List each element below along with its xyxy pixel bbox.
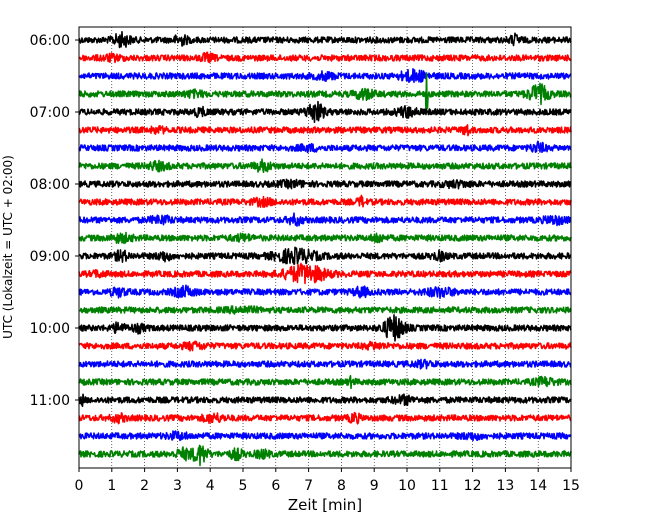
x-tick-label: 10 — [398, 478, 416, 494]
trace-0930 — [78, 284, 572, 300]
y-tick-label: 08:00 — [30, 177, 70, 193]
x-tick-label: 9 — [370, 478, 379, 494]
trace-0845 — [78, 231, 572, 245]
x-axis-ticks: 0 1 2 3 4 5 6 7 8 9 10 11 12 13 14 15 — [75, 468, 580, 494]
trace-0830 — [78, 212, 572, 227]
trace-1000 — [78, 314, 572, 342]
trace-0945 — [78, 305, 572, 315]
y-axis-label: UTC (Lokalzeit = UTC + 02:00) — [1, 155, 15, 339]
x-tick-label: 8 — [337, 478, 346, 494]
x-tick-label: 0 — [75, 478, 84, 494]
y-axis-ticks: 06:00 07:00 08:00 09:00 10:00 11:00 — [30, 33, 79, 409]
y-tick-label: 11:00 — [30, 393, 70, 409]
trace-0615 — [78, 51, 572, 64]
x-tick-label: 12 — [464, 478, 482, 494]
y-tick-label: 07:00 — [30, 105, 70, 121]
trace-0600 — [78, 30, 572, 49]
trace-0745 — [78, 158, 572, 173]
trace-1030 — [78, 358, 572, 370]
x-tick-label: 11 — [431, 478, 449, 494]
trace-0915 — [78, 262, 572, 285]
seismic-traces — [78, 30, 572, 467]
trace-0900 — [78, 246, 572, 266]
trace-1145 — [78, 444, 572, 467]
y-tick-label: 09:00 — [30, 249, 70, 265]
trace-0700 — [78, 100, 572, 123]
trace-0645 — [78, 72, 572, 113]
plot-frame — [78, 26, 572, 469]
trace-0715 — [78, 124, 572, 137]
trace-1100 — [78, 393, 572, 408]
trace-0800 — [78, 178, 572, 190]
x-tick-label: 2 — [140, 478, 149, 494]
y-tick-label: 06:00 — [30, 33, 70, 49]
x-tick-label: 5 — [239, 478, 248, 494]
x-tick-label: 1 — [107, 478, 116, 494]
x-axis-label: Zeit [min] — [288, 496, 362, 514]
x-tick-label: 6 — [271, 478, 280, 494]
trace-1015 — [78, 340, 572, 352]
trace-0630 — [78, 67, 572, 84]
y-tick-label: 10:00 — [30, 321, 70, 337]
x-tick-label: 13 — [496, 478, 514, 494]
trace-1130 — [78, 430, 572, 442]
trace-0815 — [78, 194, 572, 208]
x-tick-label: 7 — [304, 478, 313, 494]
x-tick-label: 4 — [206, 478, 215, 494]
x-tick-label: 14 — [529, 478, 547, 494]
x-tick-label: 3 — [173, 478, 182, 494]
trace-0730 — [78, 140, 572, 154]
x-tick-label: 15 — [562, 478, 580, 494]
trace-1115 — [78, 411, 572, 425]
trace-1045 — [78, 374, 572, 390]
